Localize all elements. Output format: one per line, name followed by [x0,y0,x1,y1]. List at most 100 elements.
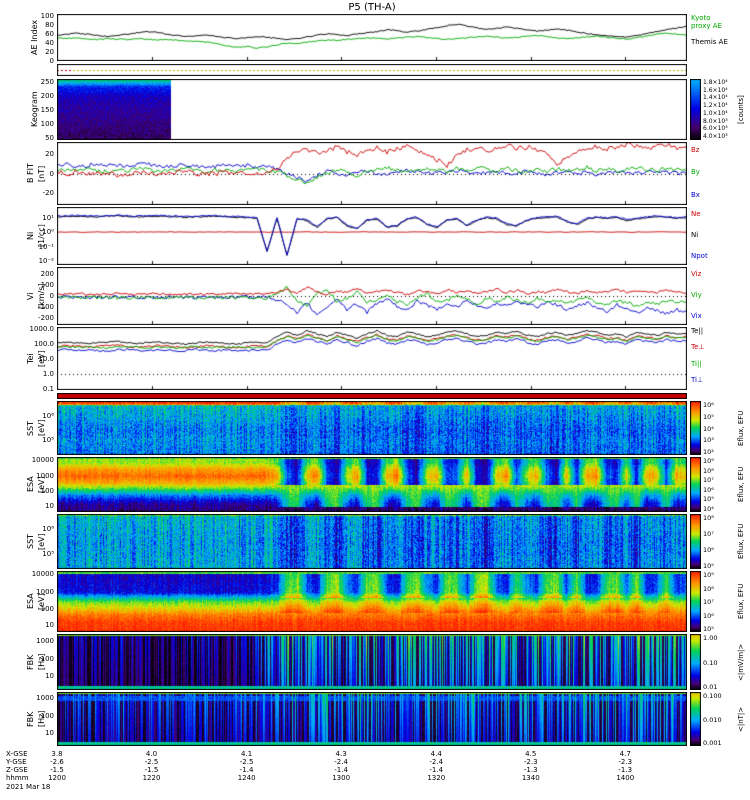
y-tick-label: 10000 [31,570,54,579]
x-row-label: X-GSE [6,750,28,758]
y-axis-title: SST [26,533,35,550]
legend-label: Ne [691,210,701,219]
colorbar-tick-label: 10⁸ [703,514,714,522]
y-tick-label: 1000.0 [29,325,55,334]
colorbar-tick-label: 1.8×10⁴ [703,79,728,86]
x-tick-label: -1.4 [429,766,444,774]
colorbar-tick-label: 10³ [703,436,714,445]
legend-label: Ti|| [691,359,702,368]
y-tick-label: 80 [45,21,54,30]
y-tick-label: 10 [45,621,54,630]
panel-fbk_e-plot [57,634,687,690]
colorbar [690,457,701,512]
y-tick-label: 50 [45,133,54,142]
colorbar-tick-label: 0.001 [703,739,722,747]
colorbar [690,692,701,746]
x-tick-label: 1340 [521,774,540,782]
colorbar-tick-label: 10⁶ [703,485,714,494]
y-axis-title: SST [26,420,35,436]
colorbar-tick-label: 10⁸ [703,584,714,593]
y-tick-label: 1000 [36,636,54,645]
x-tick-label: -2.4 [429,758,444,766]
legend-label: Ti⊥ [691,376,704,385]
x-tick-label: -1.4 [239,766,254,774]
colorbar [690,634,701,690]
y-tick-label: -20 [42,189,54,198]
legend-label: Kyoto [691,14,711,22]
x-tick-label: -1.3 [523,766,538,774]
colorbar-unit-label: [counts] [737,95,745,124]
x-row-label: Z-GSE [6,766,28,774]
legend-label: Viy [691,291,702,300]
legend-label: proxy AE [691,22,722,31]
x-tick-label: 4.5 [525,750,537,758]
x-tick-label: 4.7 [619,750,631,758]
colorbar-unit-label: Eflux, EFU [737,410,745,446]
x-tick-label: 4.0 [145,750,158,758]
colorbar-tick-label: 10⁷ [703,598,714,606]
colorbar-tick-label: 1.00 [703,634,718,642]
colorbar-tick-label: 10⁷ [703,530,714,538]
x-tick-label: 1220 [142,774,161,782]
colorbar-tick-label: 10⁶ [703,611,714,620]
y-tick-label: 10⁵ [42,549,54,558]
y-tick-label: 100.0 [33,340,54,349]
y-tick-label: 1000 [36,694,54,703]
x-tick-label: -2.4 [334,758,348,766]
x-tick-label: -1.5 [50,766,64,774]
colorbar-tick-label: 0.10 [703,658,718,667]
colorbar-unit-label: Eflux, EFU [737,523,745,560]
y-tick-label: 20 [45,149,54,158]
y-tick-label: 0 [49,57,54,65]
y-tick-label: 100 [40,119,54,128]
panel-esa_e-plot [57,571,687,632]
x-tick-label: 1320 [427,774,446,782]
colorbar-tick-label: 10⁹ [703,571,714,579]
colorbar-tick-label: 10⁵ [703,562,714,570]
y-axis-title: [eV] [37,533,46,550]
date-label: 2021 Mar 18 [6,783,51,791]
x-tick-label: 1300 [332,774,351,782]
colorbar-tick-label: 10² [703,448,714,456]
y-tick-label: 100 [40,280,54,289]
x-tick-label: 1240 [237,774,256,782]
legend-label: Te⊥ [691,343,705,352]
colorbar-tick-label: 10⁴ [703,424,714,433]
legend-label: Viz [691,270,702,279]
x-tick-label: -2.6 [50,758,64,766]
x-tick-label: -1.4 [334,766,348,774]
y-tick-label: 0 [49,292,54,300]
colorbar-tick-label: 0.100 [703,692,722,700]
y-tick-label: 40 [45,39,54,48]
panel-keo-plot [57,79,687,140]
panel-ae-plot [57,14,687,61]
colorbar-tick-label: 10⁴ [703,505,714,513]
y-tick-label: 10⁵ [42,435,54,444]
x-tick-label: 4.1 [241,750,253,758]
colorbar-tick-label: 0.01 [703,683,718,691]
colorbar-tick-label: 1.0×10⁴ [703,109,728,117]
y-tick-label: 10 [45,672,54,681]
x-row-label: Y-GSE [6,758,27,766]
colorbar-tick-label: 10⁸ [703,466,714,475]
colorbar-tick-label: 10⁶ [703,546,714,554]
y-tick-label: 1.0 [42,370,54,379]
x-tick-label: 1400 [616,774,635,782]
y-tick-label: 1000 [36,471,54,480]
colorbar-tick-label: 10⁷ [703,476,714,485]
colorbar-tick-label: 10⁵ [703,625,714,633]
x-tick-label: -1.5 [144,766,159,774]
panel-sst_i-plot [57,401,687,455]
y-tick-label: 10⁶ [42,411,54,420]
y-tick-label: 200 [40,91,54,100]
colorbar [690,401,701,455]
y-tick-label: 20 [45,48,54,57]
plot-title: P5 (TH-A) [348,2,396,13]
legend-label: Bz [691,145,700,154]
colorbar-tick-label: 10⁵ [703,495,714,504]
panel-b-plot [57,142,687,205]
y-tick-label: 10000 [31,456,54,465]
y-tick-label: 10⁻² [38,256,54,265]
y-tick-label: 0 [49,169,54,178]
